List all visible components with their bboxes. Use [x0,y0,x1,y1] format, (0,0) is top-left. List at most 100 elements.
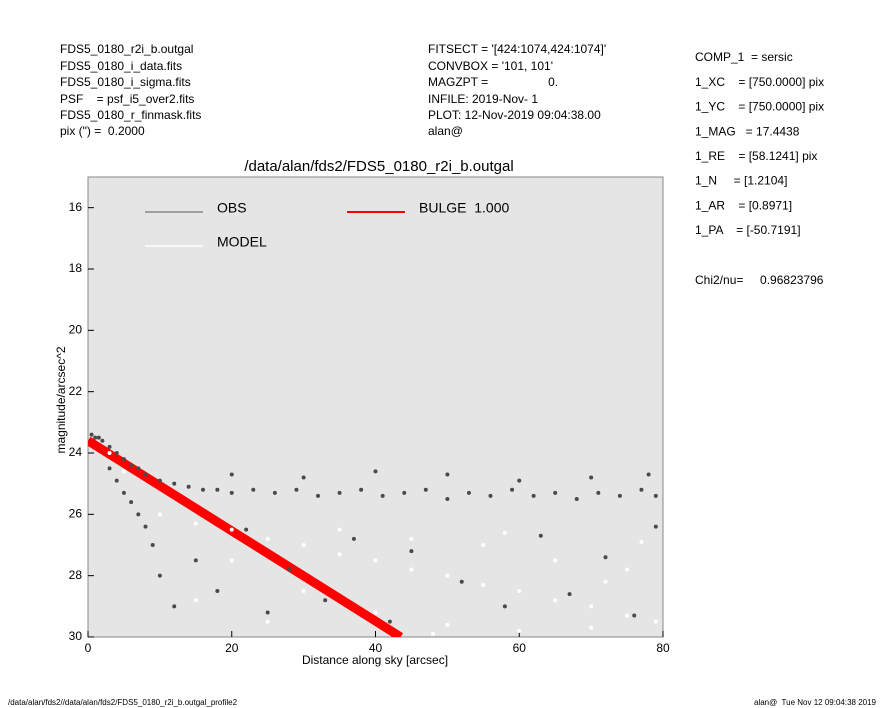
x-tick-label: 40 [369,641,383,655]
point [481,543,486,547]
point [157,478,162,483]
point [402,490,407,495]
param-line: 1_MAG = 17.4438 [695,124,800,138]
param-line: COMP_1 = sersic [695,50,793,64]
point [553,490,558,495]
point [359,487,364,492]
point [136,512,141,517]
header-left-line: FDS5_0180_i_sigma.fits [60,75,191,89]
point [229,527,234,532]
point [337,552,342,557]
point [107,444,112,449]
point [373,469,378,474]
x-axis-label: Distance along sky [arcsec] [302,653,448,667]
point [107,466,112,471]
point [316,493,320,498]
point [423,487,428,492]
point [373,610,378,615]
y-axis-label: magnitude/arcsec^2 [54,346,68,453]
point [387,619,392,624]
point [157,512,162,517]
point [337,527,342,532]
point [653,493,658,498]
point [244,527,249,532]
header-left-line: pix (") = 0.2000 [60,124,145,138]
point [129,463,134,468]
legend-label: BULGE 1.000 [419,200,509,216]
x-tick-label: 0 [85,641,92,655]
chart-title: /data/alan/fds2/FDS5_0180_r2i_b.outgal [244,158,513,175]
param-line: 1_PA = [-50.7191] [695,223,801,237]
point [625,567,630,572]
point [517,628,522,633]
point [287,567,292,572]
point [603,579,608,584]
header-middle-line: INFILE: 2019-Nov- 1 [428,92,538,106]
point [114,451,119,455]
param-line: 1_XC = [750.0000] pix [695,75,824,89]
point [502,604,507,609]
point [445,472,450,477]
point [445,497,450,501]
point [93,435,98,440]
y-tick-label: 22 [69,384,83,398]
point [502,530,507,535]
param-line: 1_N = [1.2104] [695,174,787,188]
point [445,622,450,627]
header-middle-line: PLOT: 12-Nov-2019 09:04:38.00 [428,108,601,122]
point [215,589,220,593]
point [301,589,306,593]
chi-value: Chi2/nu= 0.96823796 [695,273,824,287]
point [96,435,101,440]
point [114,478,119,483]
point [229,472,234,477]
header-middle-line: FITSECT = '[424:1074,424:1074]' [428,42,606,56]
y-tick-label: 26 [69,507,83,521]
header-left-line: FDS5_0180_r_finmask.fits [60,108,201,122]
point [150,543,155,547]
y-tick-label: 28 [69,568,83,582]
point [380,493,385,498]
point [589,625,594,630]
point [229,490,234,495]
header-left-line: FDS5_0180_i_data.fits [60,59,182,73]
x-tick-label: 80 [656,641,670,655]
footer-left: /data/alan/fds2//data/alan/fds2/FDS5_018… [8,698,238,707]
point [409,549,414,554]
point [517,478,522,483]
y-tick-label: 16 [69,200,83,214]
point [186,484,191,489]
point [323,598,328,603]
point [639,487,644,492]
point [653,619,658,624]
point [351,536,356,541]
point [121,490,126,495]
point [574,497,579,501]
point [251,487,256,492]
y-tick-label: 24 [69,445,83,459]
point [215,487,220,492]
point [143,472,148,477]
point [121,469,126,474]
header-middle-line: CONVBOX = '101, 101' [428,59,553,73]
header-left-line: FDS5_0180_r2i_b.outgal [60,42,193,56]
header-left-line: PSF = psf_i5_over2.fits [60,92,194,106]
point [100,438,105,443]
x-tick-label: 60 [513,641,527,655]
point [265,619,270,624]
bulge-line [88,436,404,637]
point [459,579,464,584]
point [373,558,378,563]
legend-label: MODEL [217,234,267,250]
point [409,567,414,572]
param-line: 1_YC = [750.0000] pix [695,100,824,114]
point [143,524,148,529]
point [129,500,134,505]
x-tick-label: 20 [225,641,239,655]
point [466,490,471,495]
point [409,536,414,541]
point [632,613,637,618]
header-middle-line: alan@ [428,124,463,138]
point [603,555,608,560]
param-line: 1_AR = [0.8971] [695,198,792,212]
